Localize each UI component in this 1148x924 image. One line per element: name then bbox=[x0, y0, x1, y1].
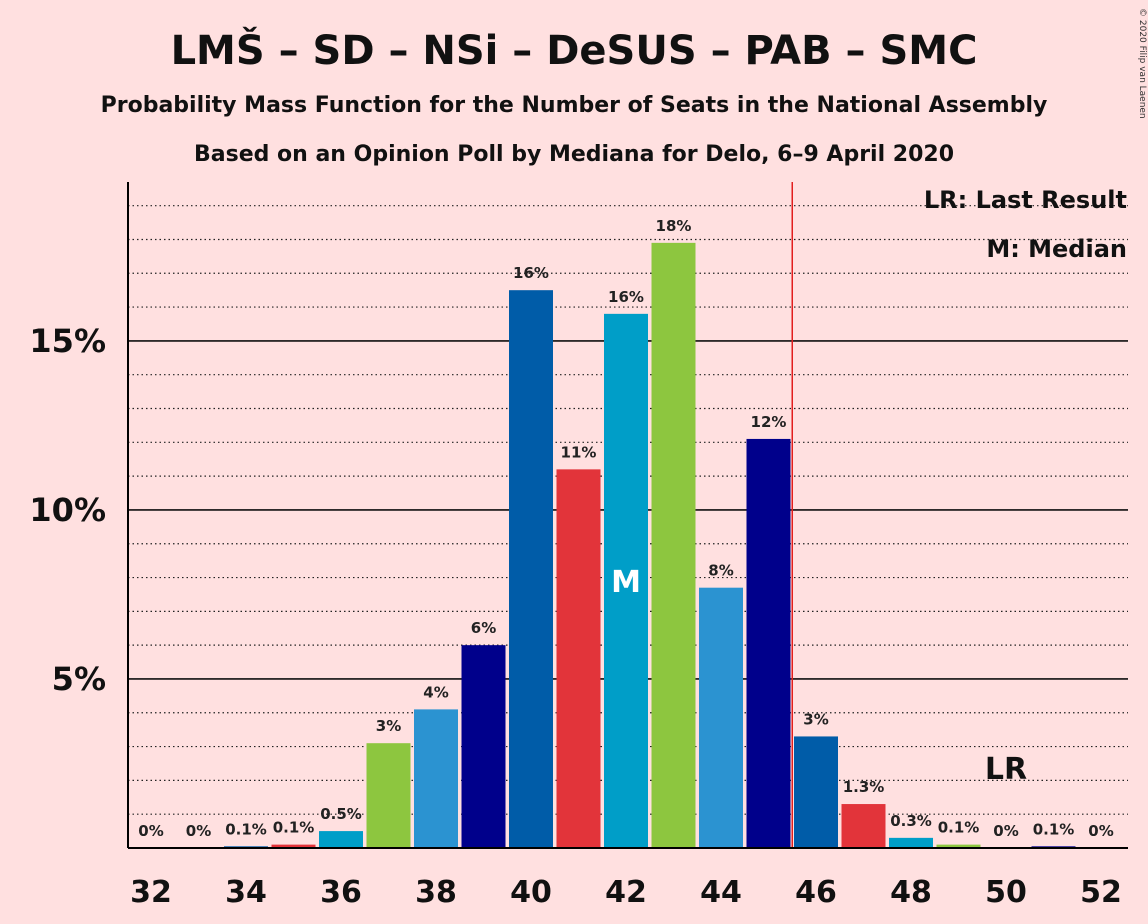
bar bbox=[889, 837, 933, 848]
bar bbox=[414, 709, 458, 848]
bars: 0% 0% 0.1% 0.1% 0.5% 3% 4% 6% 16% 11% 16% 18% 8% 12% 3… bbox=[138, 217, 1114, 849]
x-tick-label: 34 bbox=[225, 875, 267, 910]
bar bbox=[794, 736, 838, 848]
bar bbox=[841, 804, 886, 848]
x-tick-label: 50 bbox=[985, 875, 1027, 910]
bar bbox=[366, 743, 411, 848]
bar-value-label: 16% bbox=[608, 288, 644, 306]
x-tick-label: 46 bbox=[795, 875, 837, 910]
last-result-marker: LR bbox=[985, 752, 1027, 787]
y-tick-label: 10% bbox=[29, 491, 106, 529]
bar-value-label: 6% bbox=[471, 619, 496, 637]
bar-value-label: 0.5% bbox=[320, 805, 362, 823]
chart-subtitle-1: Probability Mass Function for the Number… bbox=[101, 93, 1048, 118]
bar-value-label: 11% bbox=[561, 443, 597, 461]
bar bbox=[936, 844, 981, 848]
bar-value-label: 0% bbox=[186, 822, 211, 840]
bar-value-label: 12% bbox=[751, 413, 787, 431]
x-tick-label: 44 bbox=[700, 875, 742, 910]
chart-title: LMŠ – SD – NSi – DeSUS – PAB – SMC bbox=[171, 26, 978, 74]
copyright-credit: © 2020 Filip van Laenen bbox=[1137, 8, 1147, 119]
bar-value-label: 0.1% bbox=[225, 820, 267, 838]
bar-value-label: 3% bbox=[803, 710, 828, 728]
bar bbox=[271, 844, 316, 848]
bar-value-label: 16% bbox=[513, 264, 549, 282]
bar-value-label: 0% bbox=[138, 822, 163, 840]
bar-value-label: 1.3% bbox=[843, 778, 885, 796]
chart-subtitle-2: Based on an Opinion Poll by Mediana for … bbox=[194, 142, 954, 167]
bar-value-label: 0.1% bbox=[938, 819, 980, 837]
axes: 5% 10% 15% 32 34 36 38 40 42 44 46 48 50 52 bbox=[29, 182, 1128, 910]
legend-median: M: Median bbox=[986, 235, 1127, 263]
markers: M LR bbox=[611, 565, 1027, 787]
bar-value-label: 8% bbox=[708, 562, 733, 580]
y-tick-label: 15% bbox=[29, 322, 106, 360]
bar bbox=[699, 587, 743, 848]
bar-value-label: 0% bbox=[1088, 822, 1113, 840]
bar-value-label: 0.1% bbox=[1033, 820, 1075, 838]
bar bbox=[604, 313, 648, 848]
bar-value-label: 0.3% bbox=[890, 812, 932, 830]
x-tick-label: 42 bbox=[605, 875, 647, 910]
x-tick-label: 52 bbox=[1080, 875, 1122, 910]
x-tick-label: 48 bbox=[890, 875, 932, 910]
x-tick-label: 40 bbox=[510, 875, 552, 910]
bar-value-label: 0.1% bbox=[273, 819, 315, 837]
x-tick-label: 32 bbox=[130, 875, 172, 910]
x-tick-label: 36 bbox=[320, 875, 362, 910]
bar-value-label: 3% bbox=[376, 717, 401, 735]
bar-value-label: 0% bbox=[993, 822, 1018, 840]
bar bbox=[651, 242, 696, 849]
y-tick-label: 5% bbox=[52, 660, 106, 698]
bar-value-label: 18% bbox=[656, 217, 692, 235]
legend-last-result: LR: Last Result bbox=[924, 186, 1127, 214]
bar bbox=[509, 290, 553, 848]
bar-value-label: 4% bbox=[423, 683, 448, 701]
bar bbox=[319, 831, 363, 848]
median-marker: M bbox=[611, 565, 641, 600]
x-tick-label: 38 bbox=[415, 875, 457, 910]
bar bbox=[746, 438, 791, 848]
bar bbox=[461, 645, 506, 848]
bar bbox=[556, 469, 601, 848]
